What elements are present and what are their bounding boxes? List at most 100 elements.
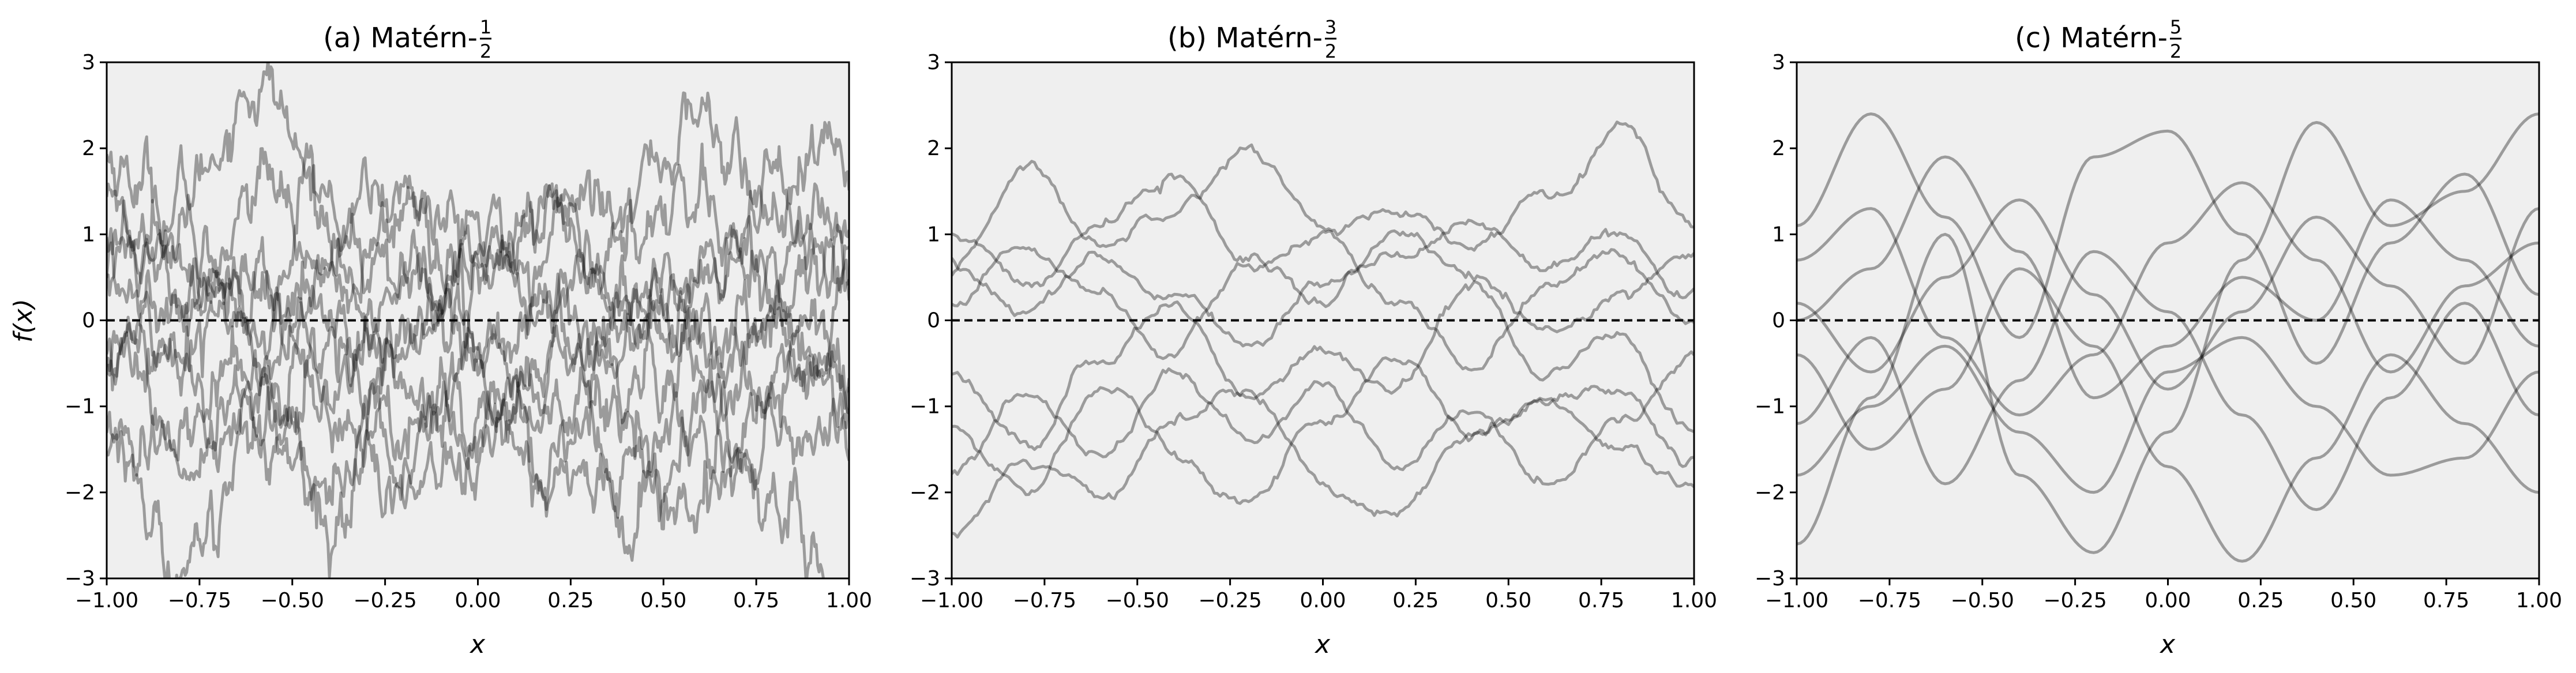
panel-c: −1.00 −0.75 −0.50 −0.25 0.00 0.25 0.50 0.75 1.00… [1755, 16, 2562, 659]
x-axis-label: x [2159, 630, 2176, 659]
x-tick-label: 0.75 [733, 589, 779, 612]
panel-b: −1.00 −0.75 −0.50 −0.25 0.00 0.25 0.50 0.75 1.00… [910, 16, 1717, 659]
x-ticks: −1.00 −0.75 −0.50 −0.25 0.00 0.25 0.50 0.75 1.00 [1765, 578, 2562, 612]
sample-line-4 [107, 326, 825, 578]
x-tick-label: −0.25 [353, 589, 416, 612]
sample-line-4 [952, 350, 1694, 486]
x-tick-label: 0.50 [2330, 589, 2376, 612]
y-tick-label: 0 [927, 309, 940, 333]
panel-a: −1.00 −0.75 −0.50 −0.25 0.00 0.25 0.50 0.75 1.00… [65, 16, 872, 659]
x-tick-label: 0.00 [2145, 589, 2191, 612]
sample-line-10 [107, 258, 849, 434]
chart-title: (a) Matérn- [323, 22, 478, 54]
x-tick-label: −1.00 [920, 589, 983, 612]
x-tick-label: 1.00 [1671, 589, 1717, 612]
sample-line-9 [107, 142, 849, 361]
sample-line-1 [107, 62, 849, 277]
x-tick-label: 0.50 [1485, 589, 1531, 612]
x-tick-label: −0.25 [2043, 589, 2106, 612]
sample-lines [1797, 112, 2539, 563]
x-tick-label: 0.75 [1578, 589, 1624, 612]
x-tick-label: −1.00 [1765, 589, 1828, 612]
title-fraction-numerator: 3 [1325, 16, 1336, 38]
sample-line-6 [1797, 181, 2539, 417]
sample-line-5 [952, 172, 1694, 333]
title-fraction-denominator: 2 [480, 40, 491, 62]
y-tick-label: 0 [82, 309, 95, 333]
x-tick-label: −0.25 [1198, 589, 1261, 612]
y-tick-label: 1 [927, 223, 940, 246]
sample-line-6 [952, 280, 1694, 451]
sample-line-8 [952, 219, 1694, 348]
x-tick-label: 0.25 [2237, 589, 2284, 612]
sample-line-2 [107, 182, 849, 424]
y-tick-label: −2 [910, 481, 940, 505]
y-tick-label: 1 [82, 223, 95, 246]
chart-title: (c) Matérn- [2015, 22, 2168, 54]
y-axis-label: f(x) [9, 299, 38, 343]
sample-line-5 [107, 145, 849, 358]
y-ticks: −3 −2 −1 0 1 2 3 [910, 51, 952, 591]
y-tick-label: −3 [1755, 567, 1785, 591]
sample-line-2 [1797, 112, 2539, 365]
x-tick-label: 0.25 [547, 589, 594, 612]
title-fraction-denominator: 2 [1325, 40, 1336, 62]
x-tick-label: −1.00 [75, 589, 138, 612]
sample-lines [107, 62, 849, 578]
y-tick-label: −1 [1755, 395, 1785, 419]
sample-line-2 [952, 388, 1694, 539]
x-axis-label: x [1314, 630, 1331, 659]
x-tick-label: −0.75 [1858, 589, 1921, 612]
x-tick-label: −0.75 [168, 589, 231, 612]
sample-line-3 [1797, 267, 2539, 563]
y-tick-label: −1 [65, 395, 95, 419]
title-fraction-denominator: 2 [2170, 40, 2181, 62]
x-ticks: −1.00 −0.75 −0.50 −0.25 0.00 0.25 0.50 0.75 1.00 [75, 578, 872, 612]
y-tick-label: 0 [1772, 309, 1785, 333]
x-tick-label: 0.50 [640, 589, 686, 612]
sample-line-3 [952, 230, 1694, 372]
sample-line-8 [1797, 155, 2539, 400]
sample-line-7 [107, 142, 849, 444]
y-ticks: −3 −2 −1 0 1 2 3 [1755, 51, 1797, 591]
sample-line-1 [952, 121, 1694, 277]
x-tick-label: 0.25 [1392, 589, 1439, 612]
x-tick-label: 0.00 [455, 589, 501, 612]
y-tick-label: 3 [927, 51, 940, 74]
x-tick-label: −0.50 [1106, 589, 1169, 612]
y-ticks: −3 −2 −1 0 1 2 3 [65, 51, 107, 591]
x-tick-label: 1.00 [2516, 589, 2562, 612]
y-tick-label: −1 [910, 395, 940, 419]
sample-line-6 [107, 283, 849, 512]
sample-line-7 [952, 356, 1694, 505]
title-fraction-numerator: 5 [2170, 16, 2181, 38]
y-tick-label: −3 [65, 567, 95, 591]
sample-line-7 [1797, 336, 2539, 494]
sample-line-5 [1797, 250, 2539, 512]
chart-title: (b) Matérn- [1167, 22, 1323, 54]
y-tick-label: 2 [927, 137, 940, 160]
x-tick-label: −0.75 [1013, 589, 1076, 612]
sample-line-1 [1797, 112, 2539, 554]
y-tick-label: 2 [82, 137, 95, 160]
sample-line-8 [107, 356, 849, 534]
sample-line-3 [107, 304, 849, 519]
y-tick-label: 3 [82, 51, 95, 74]
y-tick-label: −2 [65, 481, 95, 505]
sample-line-4 [1797, 198, 2539, 391]
sample-lines [952, 121, 1694, 539]
title-fraction-numerator: 1 [480, 16, 491, 38]
x-tick-label: −0.50 [261, 589, 324, 612]
x-tick-label: 0.00 [1300, 589, 1346, 612]
y-tick-label: 3 [1772, 51, 1785, 74]
y-tick-label: −3 [910, 567, 940, 591]
y-tick-label: −2 [1755, 481, 1785, 505]
y-tick-label: 2 [1772, 137, 1785, 160]
y-tick-label: 1 [1772, 223, 1785, 246]
x-tick-label: 0.75 [2423, 589, 2469, 612]
x-ticks: −1.00 −0.75 −0.50 −0.25 0.00 0.25 0.50 0.75 1.00 [920, 578, 1717, 612]
x-tick-label: −0.50 [1951, 589, 2014, 612]
x-axis-label: x [469, 630, 486, 659]
x-tick-label: 1.00 [826, 589, 872, 612]
